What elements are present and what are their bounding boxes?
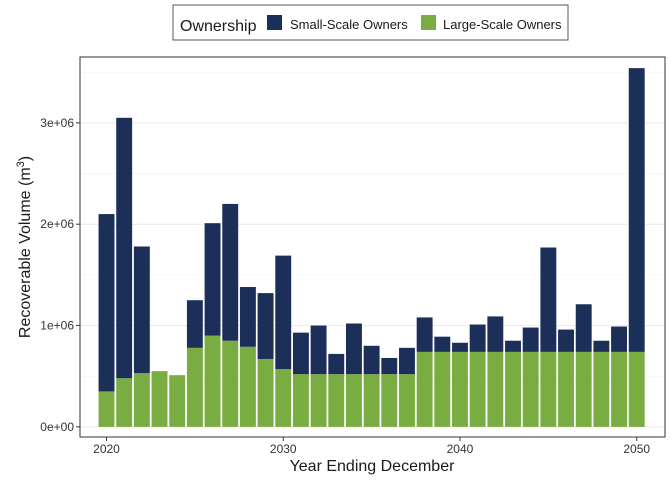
bar-small-scale-2048 <box>593 340 610 352</box>
bar-large-scale-2046 <box>558 351 574 427</box>
bar-large-scale-2029 <box>257 358 274 427</box>
bar-large-scale-2023 <box>151 371 168 427</box>
bar-small-scale-2029 <box>257 293 274 359</box>
bar-small-scale-2039 <box>434 336 451 352</box>
bar-large-scale-2026 <box>204 335 221 427</box>
bar-small-scale-2043 <box>505 340 521 352</box>
y-axis-title: Recoverable Volume (m3) <box>15 156 34 338</box>
bar-small-scale-2034 <box>345 323 362 375</box>
bar-small-scale-2040 <box>452 342 468 352</box>
bar-large-scale-2039 <box>434 351 451 427</box>
bar-small-scale-2042 <box>487 316 504 352</box>
bar-small-scale-2044 <box>522 327 539 352</box>
bar-small-scale-2025 <box>186 300 203 348</box>
bar-large-scale-2048 <box>593 351 610 427</box>
y-tick-label: 3e+06 <box>40 116 74 130</box>
bar-large-scale-2036 <box>381 374 398 427</box>
legend-label-large-scale: Large-Scale Owners <box>443 17 562 32</box>
bar-large-scale-2049 <box>611 351 628 427</box>
y-tick-label: 2e+06 <box>40 217 74 231</box>
plot-panel: 0e+00 1e+06 2e+06 3e+06 2020 2030 2040 2050 <box>40 56 666 456</box>
bar-large-scale-2028 <box>239 346 256 427</box>
y-tick-label: 0e+00 <box>40 420 74 434</box>
bar-large-scale-2041 <box>469 351 486 427</box>
bar-small-scale-2045 <box>540 247 557 352</box>
legend-label-small-scale: Small-Scale Owners <box>290 17 408 32</box>
bar-large-scale-2030 <box>275 369 292 427</box>
bar-large-scale-2033 <box>328 374 345 427</box>
bar-small-scale-2047 <box>575 304 592 352</box>
bars <box>98 68 645 427</box>
bar-small-scale-2028 <box>239 287 256 347</box>
bar-large-scale-2045 <box>540 351 557 427</box>
bar-large-scale-2035 <box>363 374 380 427</box>
legend-box <box>172 4 569 41</box>
bar-large-scale-2027 <box>222 340 239 427</box>
legend-swatch-small-scale <box>267 15 282 30</box>
bar-large-scale-2024 <box>169 375 186 427</box>
bar-large-scale-2034 <box>345 374 362 427</box>
bar-large-scale-2040 <box>452 351 468 427</box>
bar-large-scale-2042 <box>487 351 504 427</box>
bar-large-scale-2038 <box>416 351 433 427</box>
bar-large-scale-2047 <box>575 351 592 427</box>
bar-small-scale-2026 <box>204 223 221 336</box>
x-axis: 2020 2030 2040 2050 <box>93 437 650 456</box>
bar-small-scale-2037 <box>399 347 415 375</box>
x-tick-label: 2020 <box>93 442 120 456</box>
bar-small-scale-2020 <box>98 214 115 392</box>
bar-small-scale-2021 <box>116 117 133 379</box>
bar-small-scale-2033 <box>328 353 345 375</box>
bar-small-scale-2035 <box>363 345 380 375</box>
bar-large-scale-2021 <box>116 378 133 427</box>
bar-large-scale-2050 <box>628 351 645 427</box>
bar-large-scale-2043 <box>505 351 521 427</box>
y-axis-title-main: Recoverable Volume (m <box>17 167 34 338</box>
legend-swatch-large-scale <box>421 15 436 30</box>
y-axis-title-close: ) <box>17 156 34 161</box>
y-axis: 0e+00 1e+06 2e+06 3e+06 <box>40 116 80 434</box>
bar-large-scale-2020 <box>98 391 115 427</box>
bar-small-scale-2049 <box>611 326 628 352</box>
x-tick-label: 2050 <box>623 442 650 456</box>
bar-small-scale-2050 <box>628 68 645 352</box>
bar-large-scale-2031 <box>292 374 309 427</box>
y-tick-label: 1e+06 <box>40 319 74 333</box>
bar-large-scale-2044 <box>522 351 539 427</box>
bar-small-scale-2030 <box>275 255 292 370</box>
bar-small-scale-2022 <box>133 246 150 374</box>
plot-border <box>79 56 666 438</box>
x-tick-label: 2040 <box>447 442 474 456</box>
x-tick-label: 2030 <box>270 442 297 456</box>
bar-large-scale-2032 <box>310 374 327 427</box>
bar-large-scale-2022 <box>133 373 150 427</box>
x-axis-title: Year Ending December <box>290 458 456 475</box>
bar-large-scale-2025 <box>186 347 203 427</box>
gridlines <box>80 71 665 428</box>
bar-small-scale-2038 <box>416 317 433 352</box>
legend: Ownership Small-Scale Owners Large-Scale… <box>172 4 569 41</box>
bar-small-scale-2046 <box>558 329 574 352</box>
bar-small-scale-2027 <box>222 203 239 341</box>
y-axis-title-superscript: 3 <box>15 161 27 167</box>
bar-large-scale-2037 <box>399 374 415 427</box>
legend-title: Ownership <box>180 18 257 35</box>
bar-small-scale-2041 <box>469 324 486 352</box>
bar-small-scale-2032 <box>310 325 327 375</box>
bar-small-scale-2031 <box>292 332 309 375</box>
bar-small-scale-2036 <box>381 357 398 375</box>
